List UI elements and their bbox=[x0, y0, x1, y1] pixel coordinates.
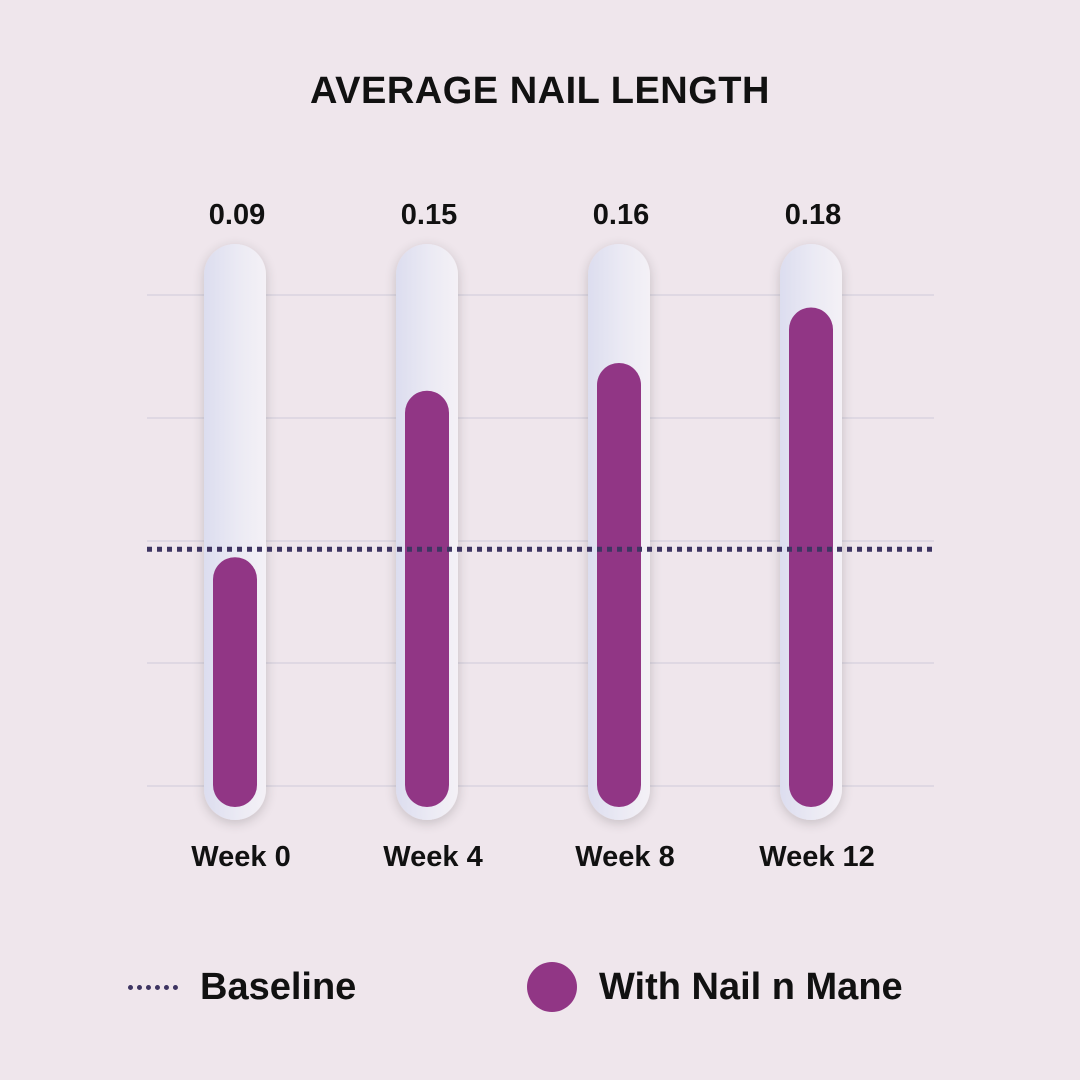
x-tick-label: Week 4 bbox=[383, 841, 482, 873]
bar-tracks bbox=[204, 244, 842, 820]
bar bbox=[789, 307, 833, 807]
legend-baseline-label: Baseline bbox=[200, 965, 357, 1008]
bar bbox=[405, 390, 449, 807]
data-label: 0.09 bbox=[209, 199, 265, 231]
x-tick-label: Week 0 bbox=[191, 841, 290, 873]
data-label: 0.15 bbox=[401, 199, 457, 231]
bar bbox=[213, 557, 257, 807]
data-label: 0.18 bbox=[785, 199, 841, 231]
data-label: 0.16 bbox=[593, 199, 649, 231]
baseline-swatch bbox=[128, 984, 178, 990]
bar bbox=[597, 363, 641, 807]
series-swatch bbox=[527, 962, 577, 1012]
legend: Baseline With Nail n Mane bbox=[0, 955, 1080, 1019]
chart-labels: 0.09 Week 0 0.15 Week 4 0.16 Week 8 0.18 Week 1… bbox=[191, 199, 874, 873]
bars bbox=[213, 307, 833, 807]
x-tick-label: Week 12 bbox=[759, 841, 875, 873]
legend-item-series: With Nail n Mane bbox=[527, 955, 903, 1019]
legend-series-label: With Nail n Mane bbox=[599, 965, 903, 1008]
x-tick-label: Week 8 bbox=[575, 841, 674, 873]
chart-title: AVERAGE NAIL LENGTH bbox=[310, 70, 770, 112]
legend-item-baseline: Baseline bbox=[128, 955, 356, 1019]
